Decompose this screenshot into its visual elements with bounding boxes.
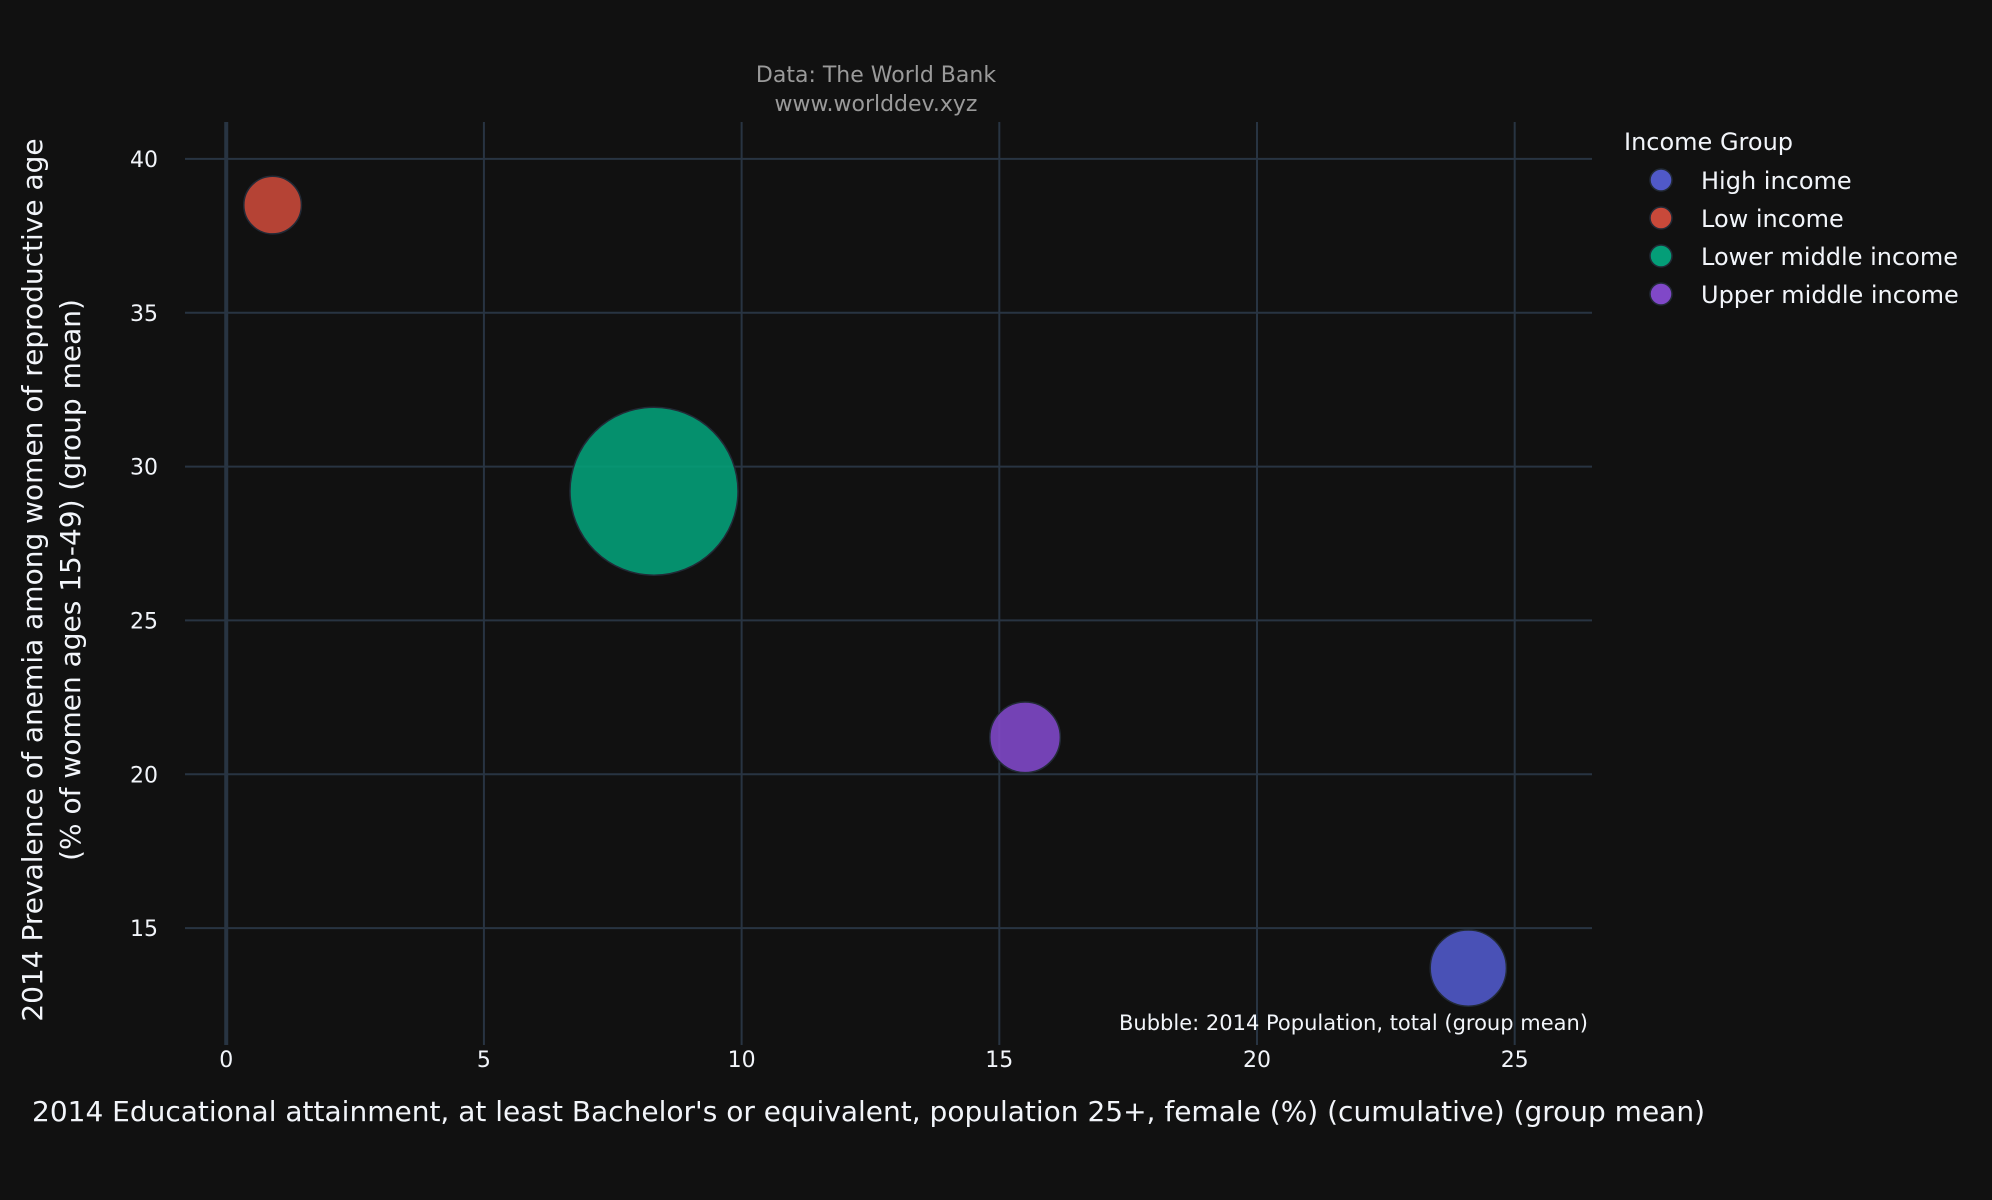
- legend-label: Low income: [1701, 205, 1844, 233]
- y-tick-label: 25: [130, 609, 158, 634]
- y-tick-label: 20: [130, 763, 158, 788]
- y-tick-label: 40: [130, 148, 158, 173]
- x-axis-ticks: 0 5 10 15 20 25: [219, 1048, 1528, 1073]
- gridlines: [185, 122, 1592, 1045]
- x-tick-label: 15: [985, 1048, 1013, 1073]
- x-tick-label: 10: [728, 1048, 756, 1073]
- bubble-upper-middle-income[interactable]: [989, 701, 1062, 774]
- legend-item-upper-middle-income[interactable]: Upper middle income: [1649, 281, 1959, 309]
- legend-label: Upper middle income: [1701, 281, 1959, 309]
- legend-label: Lower middle income: [1701, 243, 1958, 271]
- chart-source-line2: www.worlddev.xyz: [775, 92, 978, 117]
- y-axis-title-line2: (% of women ages 15-49) (group mean): [54, 299, 87, 861]
- legend-item-high-income[interactable]: High income: [1649, 167, 1852, 195]
- x-axis-title: 2014 Educational attainment, at least Ba…: [32, 1095, 1705, 1128]
- bubble-high-income[interactable]: [1429, 929, 1508, 1007]
- y-tick-label: 30: [130, 456, 158, 481]
- legend-marker: [1649, 168, 1673, 192]
- chart-source-line1: Data: The World Bank: [756, 63, 996, 88]
- x-tick-label: 0: [219, 1048, 233, 1073]
- x-tick-label: 25: [1501, 1048, 1529, 1073]
- bubbles: [243, 175, 1508, 1007]
- bubble-low-income[interactable]: [243, 175, 303, 235]
- legend-item-low-income[interactable]: Low income: [1649, 205, 1844, 233]
- bubble-size-note: Bubble: 2014 Population, total (group me…: [1119, 1011, 1588, 1035]
- y-tick-label: 15: [130, 917, 158, 942]
- y-axis-ticks: 15 20 25 30 35 40: [130, 148, 158, 942]
- legend-marker: [1649, 244, 1673, 268]
- y-axis-title-line1: 2014 Prevalence of anemia among women of…: [16, 138, 49, 1021]
- x-tick-label: 20: [1243, 1048, 1271, 1073]
- legend-marker: [1649, 206, 1673, 230]
- y-tick-label: 35: [130, 302, 158, 327]
- legend-label: High income: [1701, 167, 1852, 195]
- legend-marker: [1649, 282, 1673, 306]
- legend-title: Income Group: [1624, 128, 1793, 156]
- x-tick-label: 5: [477, 1048, 491, 1073]
- bubble-lower-middle-income[interactable]: [569, 406, 739, 576]
- legend-item-lower-middle-income[interactable]: Lower middle income: [1649, 243, 1958, 271]
- legend: Income Group High income Low income Lower …: [1624, 128, 1959, 309]
